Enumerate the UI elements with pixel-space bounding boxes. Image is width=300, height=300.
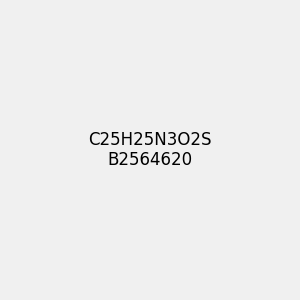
Text: C25H25N3O2S
B2564620: C25H25N3O2S B2564620 (88, 130, 212, 170)
